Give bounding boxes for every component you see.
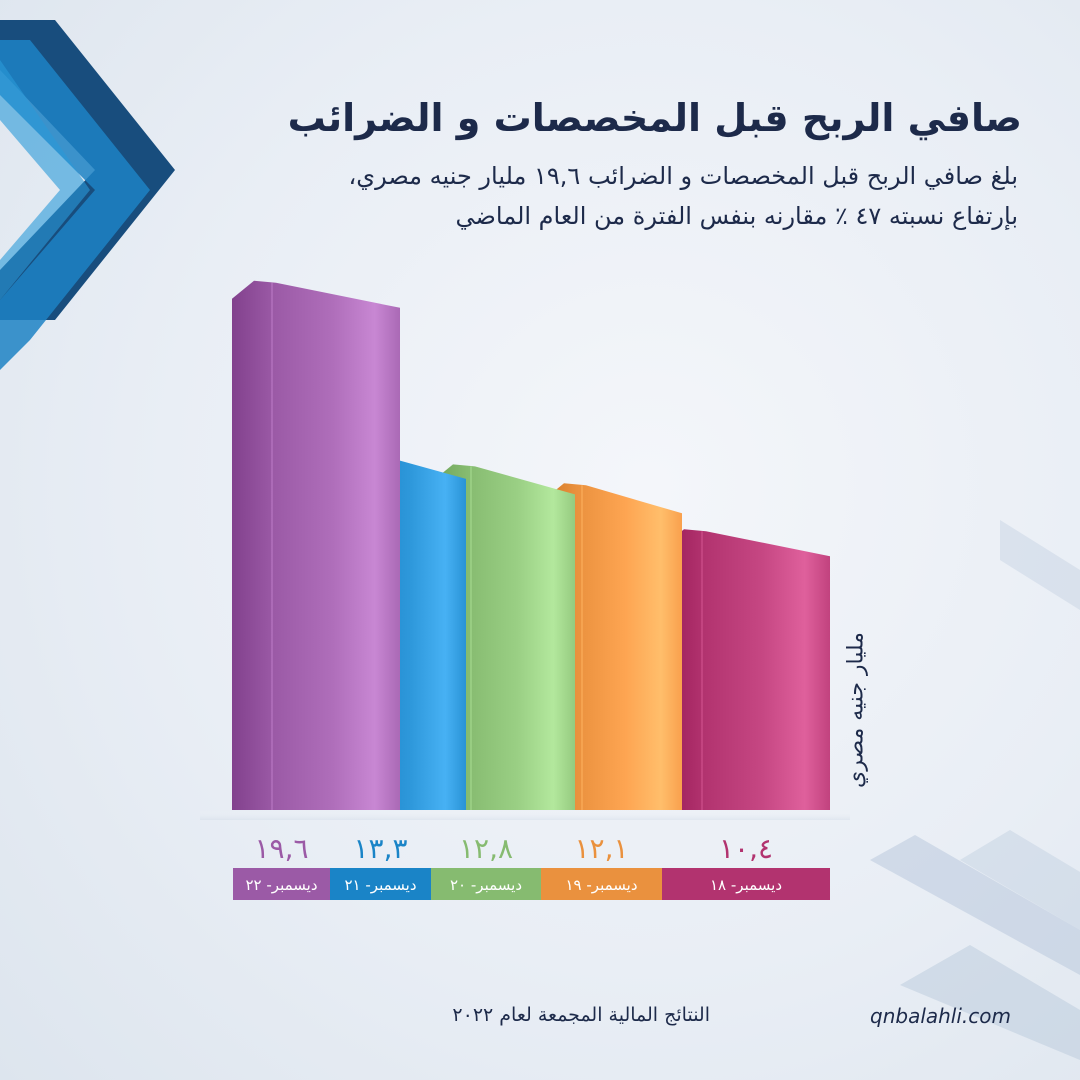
value-label: ١٢,٨ <box>459 832 513 865</box>
chart-floor <box>200 810 850 820</box>
snowflake-icon <box>900 945 1080 1060</box>
category-label: ديسمبر- ٢١ <box>344 876 416 894</box>
bar-1 <box>232 280 400 810</box>
snowflake-icon <box>870 835 1080 975</box>
value-label: ١٣,٣ <box>353 832 407 865</box>
snowflake-icon <box>1000 520 1080 610</box>
chevron-icon <box>0 60 90 300</box>
category-strip <box>330 868 431 900</box>
value-label: ١٠,٤ <box>719 832 773 865</box>
page-title: صافي الربح قبل المخصصات و الضرائب <box>287 96 1022 140</box>
footer-note: النتائج المالية المجمعة لعام ٢٠٢٢ <box>452 1004 710 1026</box>
subtitle-line-2: بإرتفاع نسبته ٤٧ ٪ مقارنه بنفس الفترة من… <box>455 202 1019 230</box>
category-strip <box>541 868 662 900</box>
category-label: ديسمبر- ١٨ <box>710 876 782 894</box>
category-strip <box>431 868 541 900</box>
snowflake-icon <box>960 830 1080 930</box>
category-label: ديسمبر- ٢٢ <box>245 876 317 894</box>
bar-3 <box>431 464 575 810</box>
bar-4 <box>542 483 682 810</box>
category-label: ديسمبر- ١٩ <box>565 876 637 894</box>
category-strip <box>662 868 830 900</box>
website-link[interactable]: qnbalahli.com <box>870 1004 1011 1028</box>
y-axis-label: مليار جنيه مصري <box>843 632 869 788</box>
value-label: ١٩,٦ <box>254 832 308 865</box>
category-label: ديسمبر- ٢٠ <box>450 876 522 894</box>
category-strip <box>233 868 330 900</box>
value-label: ١٢,١ <box>574 832 628 865</box>
subtitle-line-1: بلغ صافي الربح قبل المخصصات و الضرائب ١٩… <box>348 162 1018 190</box>
bar-5 <box>662 529 830 810</box>
